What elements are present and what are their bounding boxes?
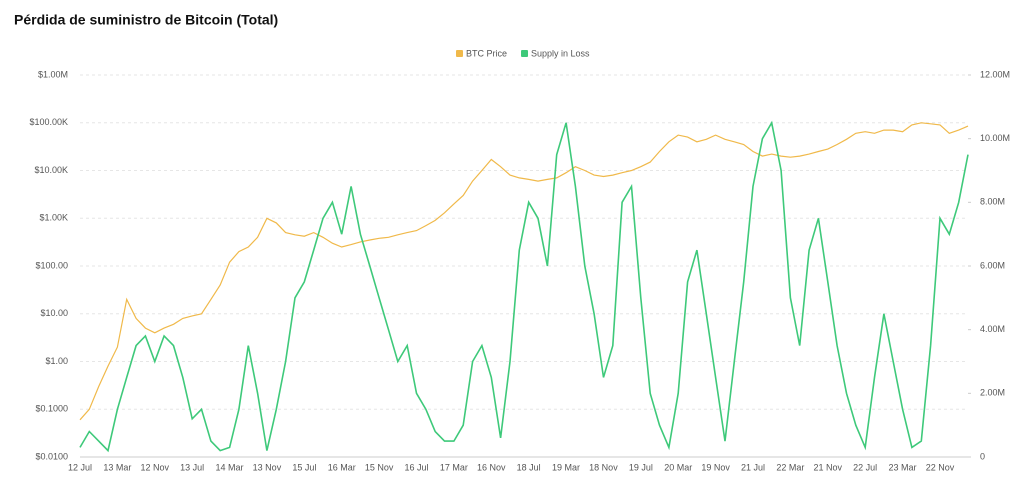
x-tick-label: 12 Jul <box>68 462 92 472</box>
x-tick-label: 18 Nov <box>589 462 618 472</box>
chart-title: Pérdida de suministro de Bitcoin (Total) <box>14 12 278 28</box>
series-line <box>79 122 969 421</box>
x-tick-label: 20 Mar <box>664 462 692 472</box>
x-tick-label: 13 Mar <box>103 462 131 472</box>
x-tick-label: 16 Mar <box>328 462 356 472</box>
x-tick-label: 13 Nov <box>253 462 282 472</box>
y2-tick-label: 12.00M <box>980 69 1010 79</box>
x-tick-label: 18 Jul <box>517 462 541 472</box>
y-tick-label: $100.00K <box>29 117 68 127</box>
y2-tick-label: 6.00M <box>980 260 1005 270</box>
legend-swatch <box>456 50 463 57</box>
x-tick-label: 22 Mar <box>776 462 804 472</box>
y-tick-label: $0.0100 <box>35 451 68 461</box>
legend: BTC Price Supply in Loss <box>456 48 590 58</box>
y2-tick-label: 0 <box>980 451 985 461</box>
x-tick-label: 17 Mar <box>440 462 468 472</box>
x-tick-label: 16 Jul <box>404 462 428 472</box>
legend-label: BTC Price <box>466 48 507 58</box>
x-tick-label: 21 Nov <box>814 462 843 472</box>
y-tick-label: $1.00M <box>38 69 68 79</box>
x-tick-label: 22 Nov <box>926 462 955 472</box>
x-tick-label: 19 Mar <box>552 462 580 472</box>
y2-tick-label: 8.00M <box>980 197 1005 207</box>
y-tick-label: $0.1000 <box>35 404 68 414</box>
x-tick-label: 15 Jul <box>292 462 316 472</box>
y-tick-label: $1.00K <box>39 213 68 223</box>
legend-label: Supply in Loss <box>531 48 590 58</box>
x-tick-label: 15 Nov <box>365 462 394 472</box>
y-tick-label: $1.00 <box>45 356 68 366</box>
y-tick-label: $10.00K <box>34 165 68 175</box>
x-tick-label: 14 Mar <box>216 462 244 472</box>
y2-tick-label: 2.00M <box>980 388 1005 398</box>
x-tick-label: 13 Jul <box>180 462 204 472</box>
series-line <box>79 120 969 453</box>
y-tick-label: $100.00 <box>35 260 68 270</box>
x-tick-label: 19 Jul <box>629 462 653 472</box>
x-tick-label: 16 Nov <box>477 462 506 472</box>
x-tick-label: 21 Jul <box>741 462 765 472</box>
x-tick-label: 22 Jul <box>853 462 877 472</box>
y2-tick-label: 10.00M <box>980 133 1010 143</box>
x-tick-label: 12 Nov <box>141 462 170 472</box>
x-tick-label: 19 Nov <box>701 462 730 472</box>
legend-swatch <box>521 50 529 57</box>
y-tick-label: $10.00 <box>40 308 68 318</box>
y2-tick-label: 4.00M <box>980 324 1005 334</box>
x-tick-label: 23 Mar <box>889 462 917 472</box>
